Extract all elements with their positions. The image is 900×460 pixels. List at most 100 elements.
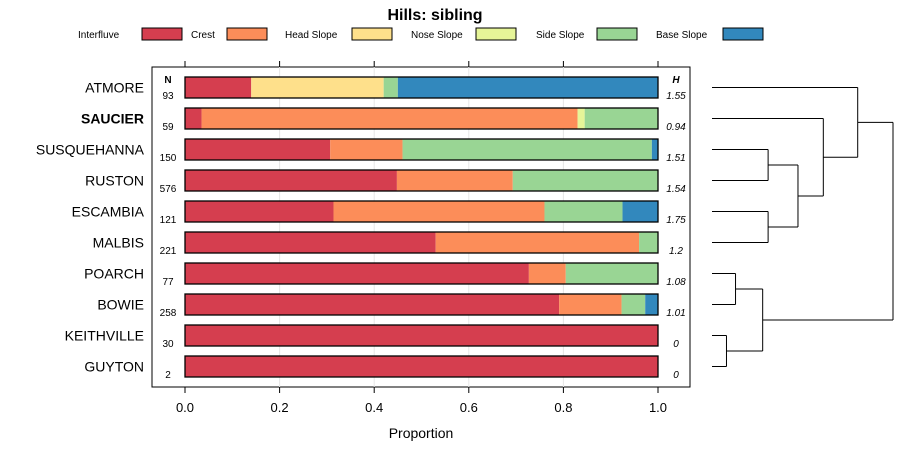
plot-frame xyxy=(151,66,691,388)
legend-label-crest: Crest xyxy=(191,30,215,41)
series-label: ESCAMBIA xyxy=(72,204,145,220)
bar-segment-nose-slope xyxy=(577,108,585,129)
bar-outline xyxy=(184,231,659,254)
legend-label-side-slope: Side Slope xyxy=(536,30,585,41)
bar-outline xyxy=(184,107,659,130)
bar-segment-crest xyxy=(559,294,622,315)
chart-title: Hills: sibling xyxy=(387,7,482,24)
bar-outline xyxy=(184,76,659,99)
bars xyxy=(184,76,659,378)
x-tick-label: 0.6 xyxy=(460,400,478,415)
x-axis: 0.0 0.2 0.4 0.6 0.8 1.0 xyxy=(176,61,667,415)
bar-segment-interfluve xyxy=(185,232,436,253)
bar-segment-interfluve xyxy=(185,263,529,284)
series-label: SUSQUEHANNA xyxy=(36,142,145,158)
legend-swatch-head-slope xyxy=(351,27,393,41)
x-tick-label: 0.8 xyxy=(554,400,572,415)
bar-segment-interfluve xyxy=(185,108,202,129)
bar-atmore xyxy=(184,76,659,99)
n-value: 221 xyxy=(160,246,177,257)
h-value: 1.51 xyxy=(666,153,685,164)
bar-segment-crest xyxy=(330,139,403,160)
bar-segment-crest xyxy=(396,170,513,191)
bar-segment-interfluve xyxy=(185,356,658,377)
h-value: 0 xyxy=(673,370,679,381)
n-value: 77 xyxy=(162,277,174,288)
legend-swatch-side-slope xyxy=(596,27,638,41)
bar-segment-side-slope xyxy=(584,108,658,129)
bar-segment-interfluve xyxy=(185,325,658,346)
h-value: 1.08 xyxy=(666,277,686,288)
h-value: 1.55 xyxy=(666,91,686,102)
n-column-header: N xyxy=(164,75,171,86)
h-value: 0.94 xyxy=(666,122,686,133)
legend-label-nose-slope: Nose Slope xyxy=(411,30,463,41)
n-value: 59 xyxy=(162,122,174,133)
bar-segment-interfluve xyxy=(185,294,560,315)
x-tick-label: 0.4 xyxy=(365,400,383,415)
bar-segment-crest xyxy=(201,108,578,129)
bar-segment-crest xyxy=(528,263,566,284)
bar-segment-interfluve xyxy=(185,201,334,222)
bar-segment-side-slope xyxy=(639,232,658,253)
bar-segment-side-slope xyxy=(565,263,658,284)
bar-outline xyxy=(184,169,659,192)
legend-swatch-interfluve xyxy=(141,27,183,41)
bar-guyton xyxy=(184,355,659,378)
legend-label-head-slope: Head Slope xyxy=(285,30,338,41)
bar-segment-base-slope xyxy=(622,201,658,222)
bar-ruston xyxy=(184,169,659,192)
bar-outline xyxy=(184,324,659,347)
n-value: 258 xyxy=(160,308,177,319)
n-value: 93 xyxy=(162,91,174,102)
x-tick-label: 0.2 xyxy=(271,400,289,415)
legend-swatch-nose-slope xyxy=(475,27,517,41)
bar-segment-side-slope xyxy=(383,77,398,98)
bar-segment-base-slope xyxy=(645,294,658,315)
h-value: 1.75 xyxy=(666,215,686,226)
series-label: SAUCIER xyxy=(81,111,144,127)
bar-segment-side-slope xyxy=(544,201,623,222)
h-value: 1.2 xyxy=(669,246,683,257)
series-label: KEITHVILLE xyxy=(65,328,144,344)
bar-segment-crest xyxy=(435,232,640,253)
bar-outline xyxy=(184,293,659,316)
bar-outline xyxy=(184,262,659,285)
h-value: 1.01 xyxy=(666,308,685,319)
bar-segment-side-slope xyxy=(512,170,658,191)
bar-segment-crest xyxy=(333,201,545,222)
series-label: BOWIE xyxy=(97,297,144,313)
n-value: 30 xyxy=(162,339,174,350)
bar-segment-interfluve xyxy=(185,170,397,191)
bar-outline xyxy=(184,355,659,378)
h-value: 1.54 xyxy=(666,184,686,195)
x-axis-label: Proportion xyxy=(389,425,454,441)
bar-malbis xyxy=(184,231,659,254)
bar-segment-head-slope xyxy=(251,77,384,98)
legend-swatch-base-slope xyxy=(722,27,764,41)
legend-label-interfluve: Interfluve xyxy=(78,30,120,41)
h-value: 0 xyxy=(673,339,679,350)
bar-segment-side-slope xyxy=(621,294,646,315)
x-tick-label: 0.0 xyxy=(176,400,194,415)
bar-outline xyxy=(184,138,659,161)
series-label: RUSTON xyxy=(85,173,144,189)
bar-segment-side-slope xyxy=(402,139,652,160)
bar-segment-base-slope xyxy=(651,139,658,160)
legend-label-base-slope: Base Slope xyxy=(656,30,708,41)
bar-poarch xyxy=(184,262,659,285)
bar-keithville xyxy=(184,324,659,347)
row-labels: ATMORE 93 1.55 SAUCIER 59 0.94 SUSQUEHANNA 150 1… xyxy=(36,80,686,382)
bar-outline xyxy=(184,200,659,223)
n-value: 2 xyxy=(165,370,171,381)
bar-bowie xyxy=(184,293,659,316)
bar-segment-interfluve xyxy=(185,139,331,160)
legend-swatch-crest xyxy=(226,27,268,41)
h-column-header: H xyxy=(672,75,680,86)
series-label: POARCH xyxy=(84,266,144,282)
series-label: MALBIS xyxy=(93,235,144,251)
bar-saucier xyxy=(184,107,659,130)
bar-segment-interfluve xyxy=(185,77,252,98)
bar-segment-base-slope xyxy=(397,77,658,98)
x-tick-label: 1.0 xyxy=(649,400,667,415)
